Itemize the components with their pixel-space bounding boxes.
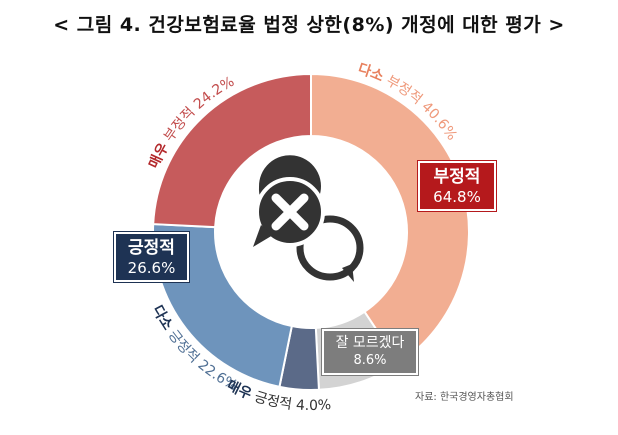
source-note: 자료: 한국경영자총협회 <box>415 392 514 403</box>
page-title: < 그림 4. 건강보험료율 법정 상한(8%) 개정에 대한 평가 > <box>53 14 565 36</box>
positive-total-label: 긍정적 <box>128 238 175 258</box>
unknown-box: 잘 모르겠다 8.6% <box>321 328 419 376</box>
slice-4 <box>152 72 312 229</box>
negative-total-box: 부정적 64.8% <box>417 160 497 212</box>
speech-bubbles-x-icon <box>253 153 364 282</box>
slice-0 <box>310 72 470 365</box>
positive-total-box: 긍정적 26.6% <box>113 231 190 283</box>
positive-total-value: 26.6% <box>127 259 176 278</box>
unknown-label: 잘 모르겠다 <box>335 335 405 351</box>
negative-total-label: 부정적 <box>433 167 481 187</box>
unknown-value: 8.6% <box>353 352 387 368</box>
negative-total-value: 64.8% <box>433 188 481 207</box>
